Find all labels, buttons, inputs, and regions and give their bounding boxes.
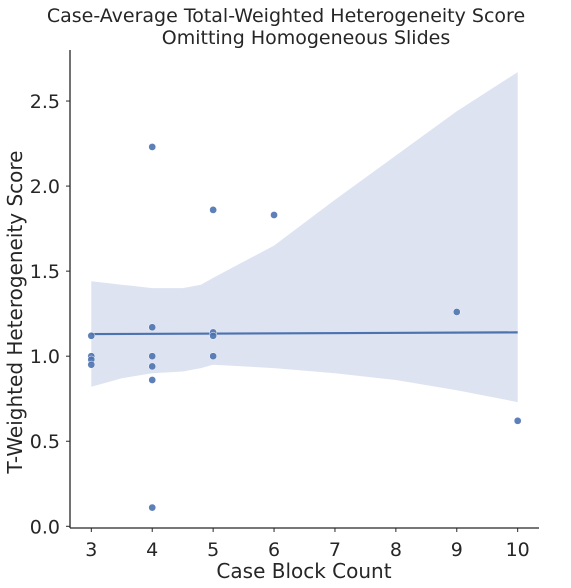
confidence-band xyxy=(91,72,518,403)
x-tick-label: 4 xyxy=(146,539,158,561)
y-tick-label: 0.0 xyxy=(30,516,60,538)
x-axis-label: Case Block Count xyxy=(216,559,391,583)
data-point xyxy=(452,308,461,316)
data-point xyxy=(148,352,157,361)
confidence-band-layer xyxy=(91,72,518,403)
chart-subtitle: Omitting Homogeneous Slides xyxy=(162,27,450,49)
x-tick-label: 7 xyxy=(329,539,341,561)
x-tick-label: 6 xyxy=(268,539,280,561)
y-tick-labels: 0.0 0.5 1.0 1.5 2.0 2.5 xyxy=(30,91,70,538)
x-tick-label: 9 xyxy=(451,539,463,561)
data-point xyxy=(87,360,96,369)
data-point xyxy=(270,211,278,219)
x-tick-label: 10 xyxy=(506,539,530,561)
y-tick-label: 2.0 xyxy=(30,176,60,198)
data-points-layer xyxy=(87,143,522,512)
y-tick-label: 0.5 xyxy=(30,431,60,453)
y-tick-label: 1.0 xyxy=(30,346,60,368)
data-point xyxy=(148,503,157,512)
data-point xyxy=(513,416,522,425)
regression-line xyxy=(91,331,518,336)
data-point xyxy=(148,143,157,151)
x-tick-label: 3 xyxy=(85,539,97,561)
data-point xyxy=(209,352,217,361)
y-axis-label: T-Weighted Heterogeneity Score xyxy=(3,151,27,475)
x-tick-label: 8 xyxy=(390,539,402,561)
data-point xyxy=(209,331,217,340)
chart-title: Case-Average Total-Weighted Heterogeneit… xyxy=(47,5,525,27)
y-tick-label: 2.5 xyxy=(30,91,60,113)
y-tick-label: 1.5 xyxy=(30,261,60,283)
data-point xyxy=(148,376,157,384)
data-point xyxy=(87,331,96,340)
data-point xyxy=(148,323,157,332)
data-point xyxy=(209,206,217,214)
data-point xyxy=(148,362,157,371)
regression-line-layer xyxy=(91,331,518,336)
x-tick-label: 5 xyxy=(207,539,219,561)
x-tick-labels: 3 4 5 6 7 8 9 10 xyxy=(85,528,530,561)
